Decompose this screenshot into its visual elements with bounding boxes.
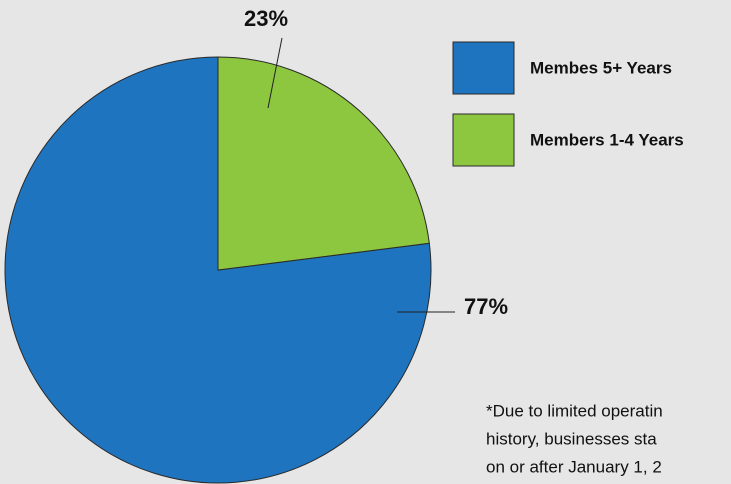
legend-swatch (452, 113, 515, 167)
footnote: *Due to limited operatin (486, 401, 663, 420)
data-label: 77% (464, 294, 508, 319)
legend-label: Members 1-4 Years (530, 130, 684, 149)
footnote: history, businesses sta (486, 429, 657, 448)
footnote: on or after January 1, 2 (486, 457, 662, 476)
legend-swatch (452, 41, 515, 95)
legend-label: Membes 5+ Years (530, 58, 672, 77)
label-leader (267, 37, 283, 109)
pie-slice (217, 56, 430, 271)
pie-slice (4, 56, 432, 484)
data-label: 23% (244, 6, 288, 31)
